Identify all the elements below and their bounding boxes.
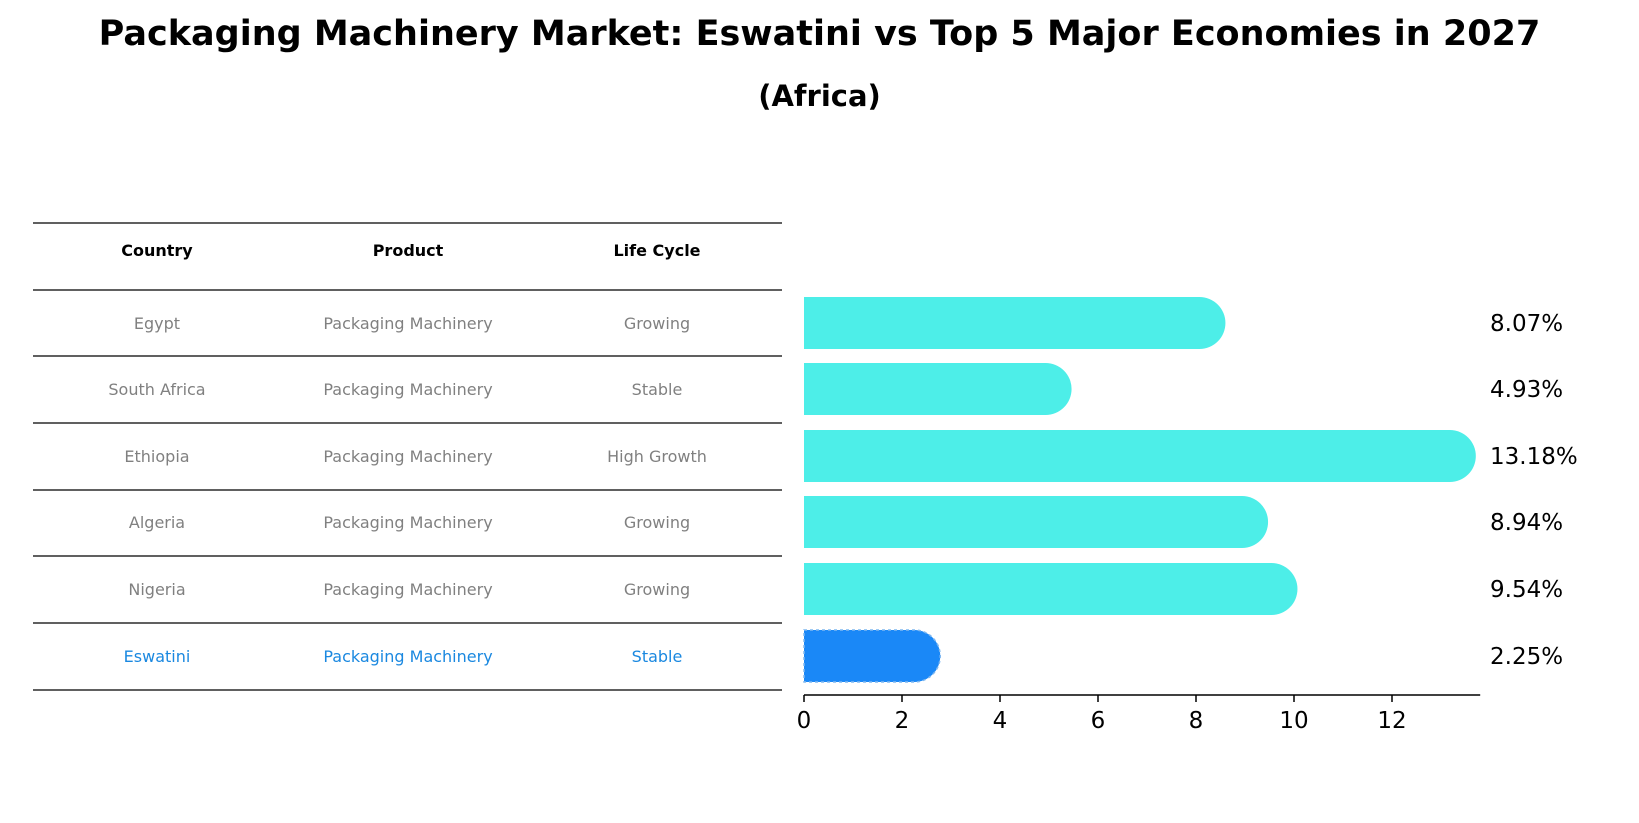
value-label: 8.07% [1490,311,1563,337]
chart-title: Packaging Machinery Market: Eswatini vs … [98,14,1541,54]
country-cell: Eswatini [124,647,191,666]
value-label: 8.94% [1490,510,1563,536]
value-label: 4.93% [1490,377,1563,403]
country-cell: South Africa [108,380,205,399]
life-cycle-cell: Stable [632,647,683,666]
country-cell: Nigeria [128,580,185,599]
product-cell: Packaging Machinery [323,380,492,399]
bar-algeria [804,496,1269,548]
x-tick-label: 6 [1091,708,1106,734]
product-cell: Packaging Machinery [323,580,492,599]
value-label: 2.25% [1490,644,1563,670]
x-tick-label: 10 [1279,708,1308,734]
product-cell: Packaging Machinery [323,647,492,666]
life-cycle-cell: Growing [624,580,690,599]
product-cell: Packaging Machinery [323,447,492,466]
x-tick-label: 4 [993,708,1008,734]
product-cell: Packaging Machinery [323,513,492,532]
value-label: 9.54% [1490,577,1563,603]
country-header: Country [121,241,193,260]
product-cell: Packaging Machinery [323,314,492,333]
x-tick-label: 8 [1189,708,1204,734]
life-cycle-cell: Growing [624,513,690,532]
chart-subtitle: (Africa) [758,79,881,113]
bar-eswatini [803,629,941,683]
x-tick-label: 0 [797,708,812,734]
country-cell: Ethiopia [124,447,189,466]
life-cycle-cell: Growing [624,314,690,333]
bar-chart: 8.07% 4.93% 13.18% 8.94% 9.54% 2.25% 0 2 4 6 8 10 12 [797,297,1578,734]
country-cell: Egypt [134,314,180,333]
bar-ethiopia [804,430,1476,482]
product-header: Product [373,241,444,260]
life-cycle-cell: High Growth [607,447,707,466]
x-tick-label: 12 [1377,708,1406,734]
data-table: Country Product Life Cycle Egypt Packaging M… [33,222,782,691]
bar-south-africa [804,363,1072,415]
x-tick-label: 2 [895,708,910,734]
life-cycle-cell: Stable [632,380,683,399]
country-cell: Algeria [129,513,185,532]
bar-nigeria [804,563,1298,615]
value-label: 13.18% [1490,444,1578,470]
life-cycle-header: Life Cycle [613,241,700,260]
bar-egypt [804,297,1226,349]
